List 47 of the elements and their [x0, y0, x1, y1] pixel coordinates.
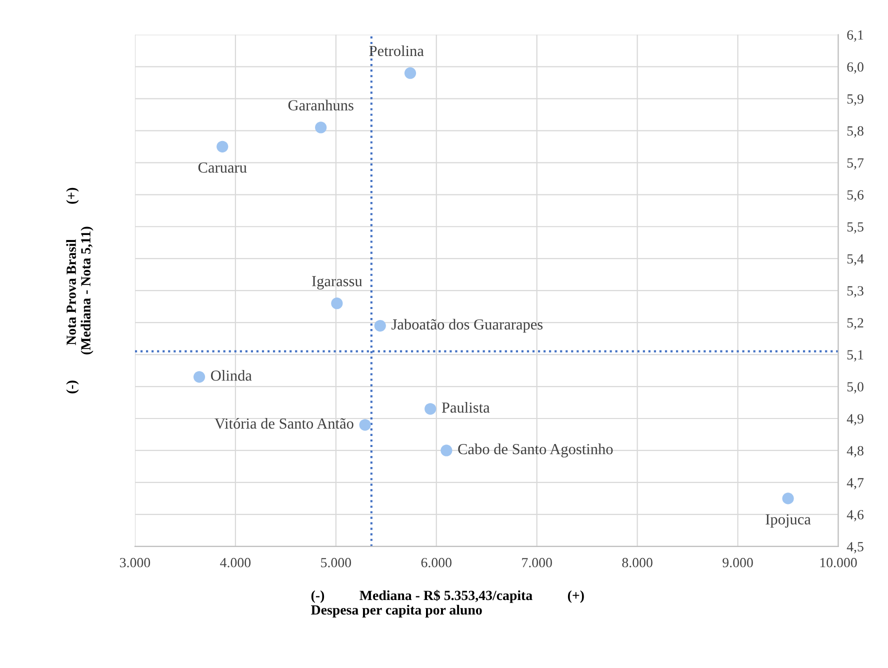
- y-tick-label: 5,1: [847, 350, 864, 362]
- y-tick-label: 5,4: [847, 254, 864, 266]
- x-tick-label: 3.000: [120, 558, 150, 568]
- x-tick-label: 5.000: [321, 558, 352, 568]
- annotation: Cabo de Santo Agostinho: [458, 444, 613, 458]
- y-tick-label: 5,3: [847, 286, 864, 298]
- annotation: Jaboatão dos Guararapes: [392, 318, 543, 333]
- y-axis-title: (-) Nota Prova Brasil (+) (Mediana - Nota 5,11): [66, 188, 94, 394]
- x-tick-label: 4.000: [220, 558, 251, 568]
- annotation: Caruaru: [198, 162, 247, 173]
- point: [331, 298, 343, 310]
- y-tick-label: 4,8: [846, 446, 864, 458]
- x-axis-title: (-) Mediana - R$ 5.353,43/capita (+) Despesa per capita por aluno: [311, 590, 584, 618]
- y-tick-label: 6,1: [847, 30, 864, 42]
- x-tick-label: 10.000: [820, 558, 857, 568]
- y-tick-label: 4,5: [846, 542, 864, 554]
- y-tick-label: 5,7: [847, 158, 864, 170]
- point: [424, 403, 436, 415]
- x-tick-label: 9.000: [722, 558, 753, 568]
- y-tick-label: 5,2: [847, 318, 864, 330]
- annotation: Vitória de Santo Antão: [214, 418, 354, 429]
- y-tick-label: 5,6: [847, 190, 864, 202]
- annotation: Olinda: [211, 370, 252, 381]
- point: [782, 492, 794, 504]
- y-tick-label: 4,9: [846, 414, 864, 426]
- x-tick-label: 6.000: [421, 558, 452, 568]
- point: [440, 444, 452, 456]
- point: [216, 140, 228, 152]
- y-tick-label: 4,7: [846, 478, 864, 490]
- point: [359, 419, 371, 431]
- point: [315, 122, 327, 134]
- annotation: Petrolina: [369, 45, 424, 56]
- annotation: Garanhuns: [288, 100, 354, 110]
- x-tick-label: 7.000: [522, 558, 552, 568]
- annotation: Ipojuca: [766, 514, 811, 528]
- y-tick-label: 5,9: [847, 94, 864, 106]
- point: [404, 67, 416, 79]
- y-tick-label: 5,0: [847, 382, 864, 394]
- x-tick-label: 8.000: [622, 558, 652, 568]
- annotation: Paulista: [442, 402, 490, 413]
- y-tick-label: 5,8: [847, 126, 864, 138]
- y-tick-label: 6,0: [847, 62, 864, 74]
- point: [374, 320, 386, 332]
- y-tick-label: 5,5: [847, 222, 864, 234]
- annotation: Igarassu: [312, 276, 362, 290]
- point: [193, 371, 206, 383]
- y-tick-label: 4,6: [846, 510, 864, 522]
